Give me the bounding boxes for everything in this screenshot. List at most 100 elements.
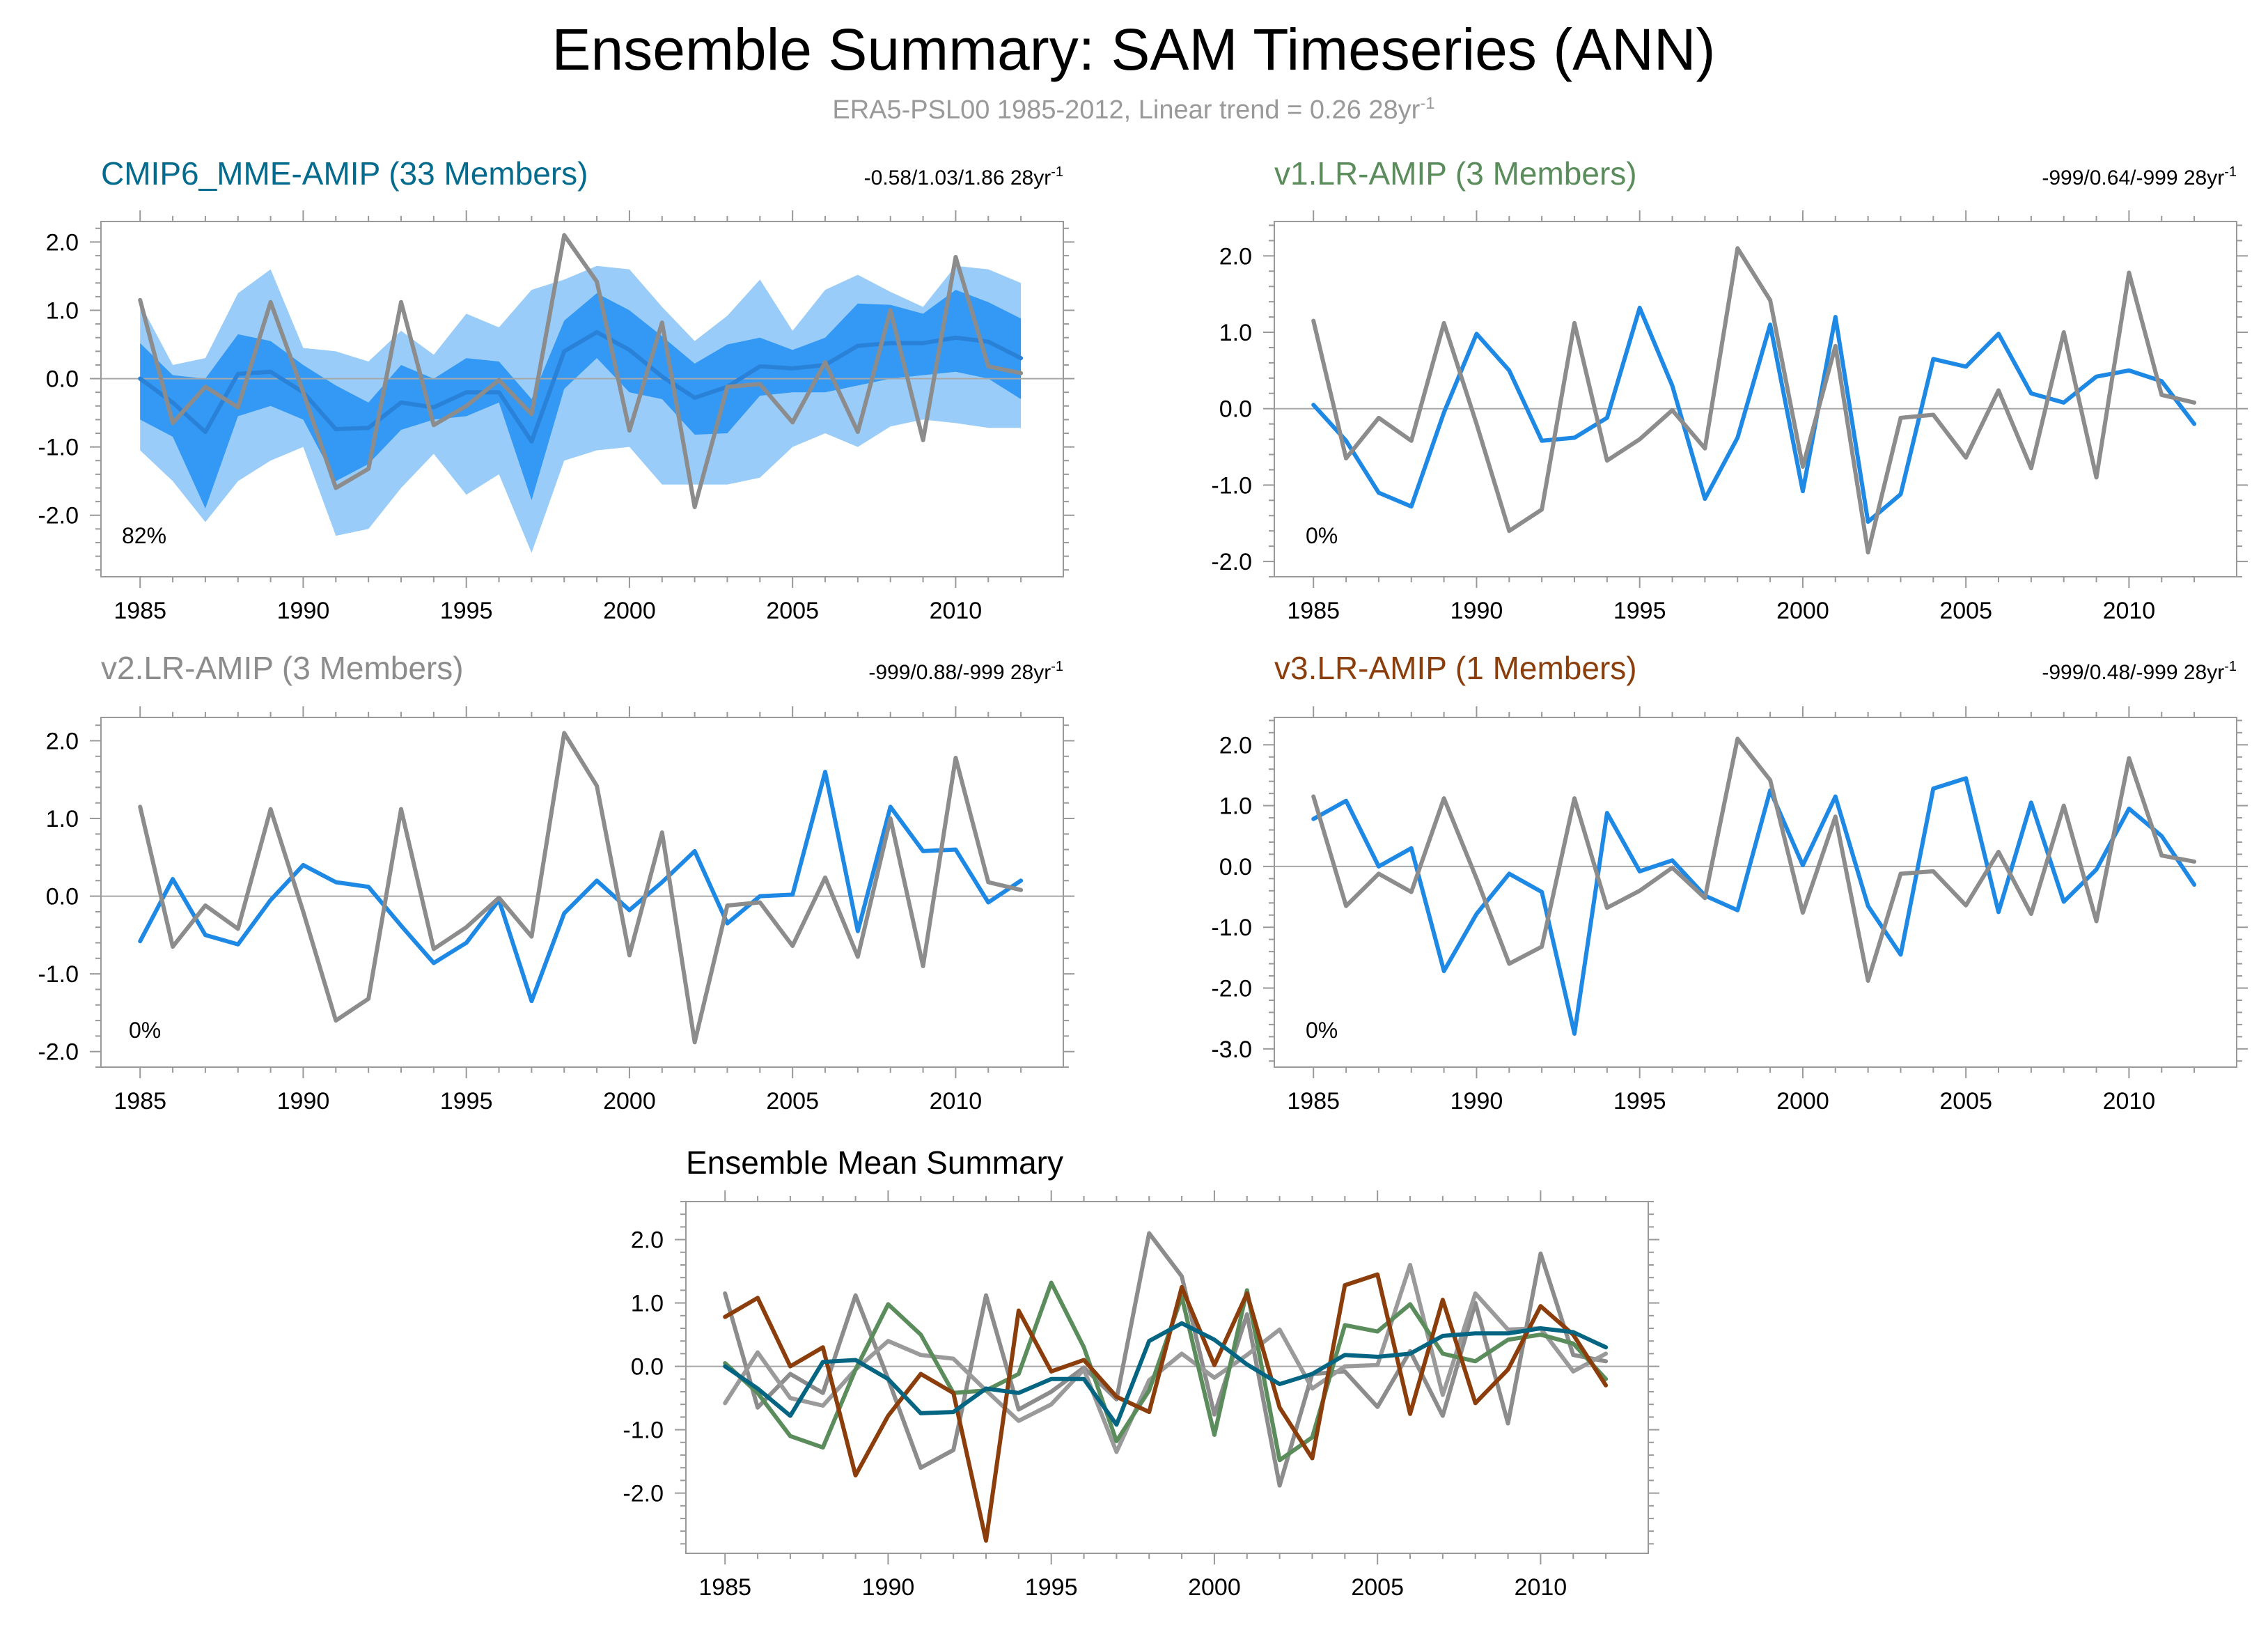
panel-title: Ensemble Mean Summary — [686, 1144, 1063, 1181]
y-tick-label: -2.0 — [38, 1039, 79, 1066]
x-tick-label: 2010 — [2103, 598, 2156, 624]
axis-ticks — [675, 1190, 1659, 1564]
subtitle-superscript: -1 — [1420, 94, 1434, 113]
series-line-cmip6-mme-amip — [723, 1321, 1609, 1427]
percent-label: 0% — [129, 1018, 161, 1043]
y-tick-label: 2.0 — [46, 728, 79, 754]
x-tick-label: 1995 — [440, 1088, 493, 1114]
y-tick-label: 1.0 — [46, 298, 79, 325]
x-tick-label: 2010 — [930, 598, 983, 624]
plot-frame — [1274, 717, 2237, 1068]
panel-v2: v2.LR-AMIP (3 Members) -999/0.88/-999 28y… — [38, 650, 1074, 1114]
panel-v3: v3.LR-AMIP (1 Members) -999/0.48/-999 28y… — [1211, 650, 2248, 1114]
panel-v1: v1.LR-AMIP (3 Members) -999/0.64/-999 28y… — [1211, 155, 2248, 624]
plot-frame — [100, 221, 1064, 577]
panel-title: v1.LR-AMIP (3 Members) — [1274, 155, 1637, 192]
panel-stats-text: -999/0.88/-999 28yr — [868, 661, 1051, 684]
y-tick-label: 0.0 — [631, 1354, 664, 1381]
y-tick-label: -1.0 — [38, 435, 79, 461]
y-tick-label: 2.0 — [1219, 243, 1252, 270]
percent-label: 0% — [1306, 523, 1338, 548]
x-tick-label: 2005 — [1939, 1088, 1992, 1114]
y-tick-label: -1.0 — [623, 1417, 664, 1444]
model-line — [1311, 776, 2197, 1036]
axis-ticks — [90, 210, 1074, 588]
x-tick-label: 1990 — [1450, 598, 1503, 624]
main-title: Ensemble Summary: SAM Timeseries (ANN) — [552, 17, 1715, 82]
y-tick-label: -2.0 — [1211, 549, 1252, 575]
panels: CMIP6_MME-AMIP (33 Members) -0.58/1.03/1.… — [38, 155, 2248, 1601]
y-tick-label: 2.0 — [631, 1227, 664, 1254]
plot-frame — [1274, 221, 2237, 577]
x-tick-label: 2005 — [1939, 598, 1992, 624]
x-tick-label: 2000 — [1776, 1088, 1829, 1114]
spread-band-inner — [140, 290, 1022, 508]
axis-ticks — [1263, 706, 2248, 1078]
x-tick-label: 1995 — [1613, 598, 1666, 624]
x-tick-label: 1995 — [440, 598, 493, 624]
y-tick-label: -2.0 — [1211, 976, 1252, 1002]
x-tick-label: 2010 — [1515, 1574, 1567, 1601]
y-tick-label: 0.0 — [1219, 854, 1252, 880]
panel-stats-superscript: -1 — [1051, 659, 1063, 674]
panel-stats-text: -999/0.64/-999 28yr — [2042, 166, 2224, 189]
axis-ticks — [1263, 210, 2248, 588]
x-tick-label: 2000 — [603, 1088, 656, 1114]
y-tick-label: -2.0 — [623, 1481, 664, 1507]
x-tick-label: 2010 — [930, 1088, 983, 1114]
model-line — [138, 770, 1024, 1004]
x-tick-label: 1985 — [114, 1088, 166, 1114]
y-tick-label: 1.0 — [46, 806, 79, 832]
y-tick-label: -1.0 — [38, 961, 79, 988]
x-tick-label: 2005 — [766, 598, 819, 624]
x-tick-label: 2005 — [1351, 1574, 1404, 1601]
x-tick-label: 1990 — [277, 1088, 330, 1114]
panel-stats-superscript: -1 — [2224, 659, 2237, 674]
panel-stats: -999/0.64/-999 28yr-1 — [2042, 164, 2237, 189]
x-tick-label: 2000 — [1776, 598, 1829, 624]
observation-line — [1311, 736, 2197, 984]
y-tick-label: 0.0 — [46, 366, 79, 393]
observation-line — [1311, 246, 2197, 554]
x-tick-label: 2005 — [766, 1088, 819, 1114]
y-tick-label: 0.0 — [46, 884, 79, 910]
x-tick-label: 1990 — [277, 598, 330, 624]
x-tick-label: 1995 — [1613, 1088, 1666, 1114]
y-tick-label: -1.0 — [1211, 472, 1252, 499]
panel-cmip6: CMIP6_MME-AMIP (33 Members) -0.58/1.03/1.… — [38, 155, 1074, 624]
panel-stats: -999/0.48/-999 28yr-1 — [2042, 659, 2237, 684]
series-line-v2-lr-amip — [723, 1262, 1609, 1454]
percent-label: 0% — [1306, 1018, 1338, 1043]
y-tick-label: 1.0 — [1219, 320, 1252, 346]
percent-label: 82% — [122, 523, 166, 548]
y-tick-label: 0.0 — [1219, 396, 1252, 423]
plot-frame — [685, 1201, 1649, 1554]
x-tick-label: 1985 — [698, 1574, 751, 1601]
x-tick-label: 1990 — [1450, 1088, 1503, 1114]
x-tick-label: 1985 — [1287, 1088, 1340, 1114]
panel-title: v2.LR-AMIP (3 Members) — [101, 650, 464, 686]
panel-stats: -0.58/1.03/1.86 28yr-1 — [864, 164, 1063, 189]
panel-stats-text: -0.58/1.03/1.86 28yr — [864, 166, 1051, 189]
spread-band-outer — [140, 265, 1022, 553]
observation-line — [138, 233, 1024, 509]
subtitle: ERA5-PSL00 1985-2012, Linear trend = 0.2… — [832, 94, 1434, 125]
panel-stats-superscript: -1 — [1051, 164, 1063, 180]
panel-summary: Ensemble Mean Summary 1985 1990 1995 2000 200… — [623, 1144, 1659, 1601]
x-tick-label: 2000 — [1188, 1574, 1241, 1601]
ensemble-mean-line — [138, 329, 1024, 444]
panel-stats: -999/0.88/-999 28yr-1 — [868, 659, 1063, 684]
y-tick-label: 1.0 — [1219, 793, 1252, 820]
y-tick-label: -3.0 — [1211, 1036, 1252, 1063]
y-tick-label: 2.0 — [1219, 732, 1252, 759]
y-tick-label: 2.0 — [46, 229, 79, 256]
x-tick-label: 1995 — [1025, 1574, 1078, 1601]
y-tick-label: 1.0 — [631, 1291, 664, 1317]
x-tick-label: 1985 — [114, 598, 166, 624]
x-tick-label: 2010 — [2103, 1088, 2156, 1114]
observation-line — [138, 731, 1024, 1045]
y-tick-label: -1.0 — [1211, 915, 1252, 941]
panel-title: CMIP6_MME-AMIP (33 Members) — [101, 155, 588, 192]
panel-title: v3.LR-AMIP (1 Members) — [1274, 650, 1637, 686]
